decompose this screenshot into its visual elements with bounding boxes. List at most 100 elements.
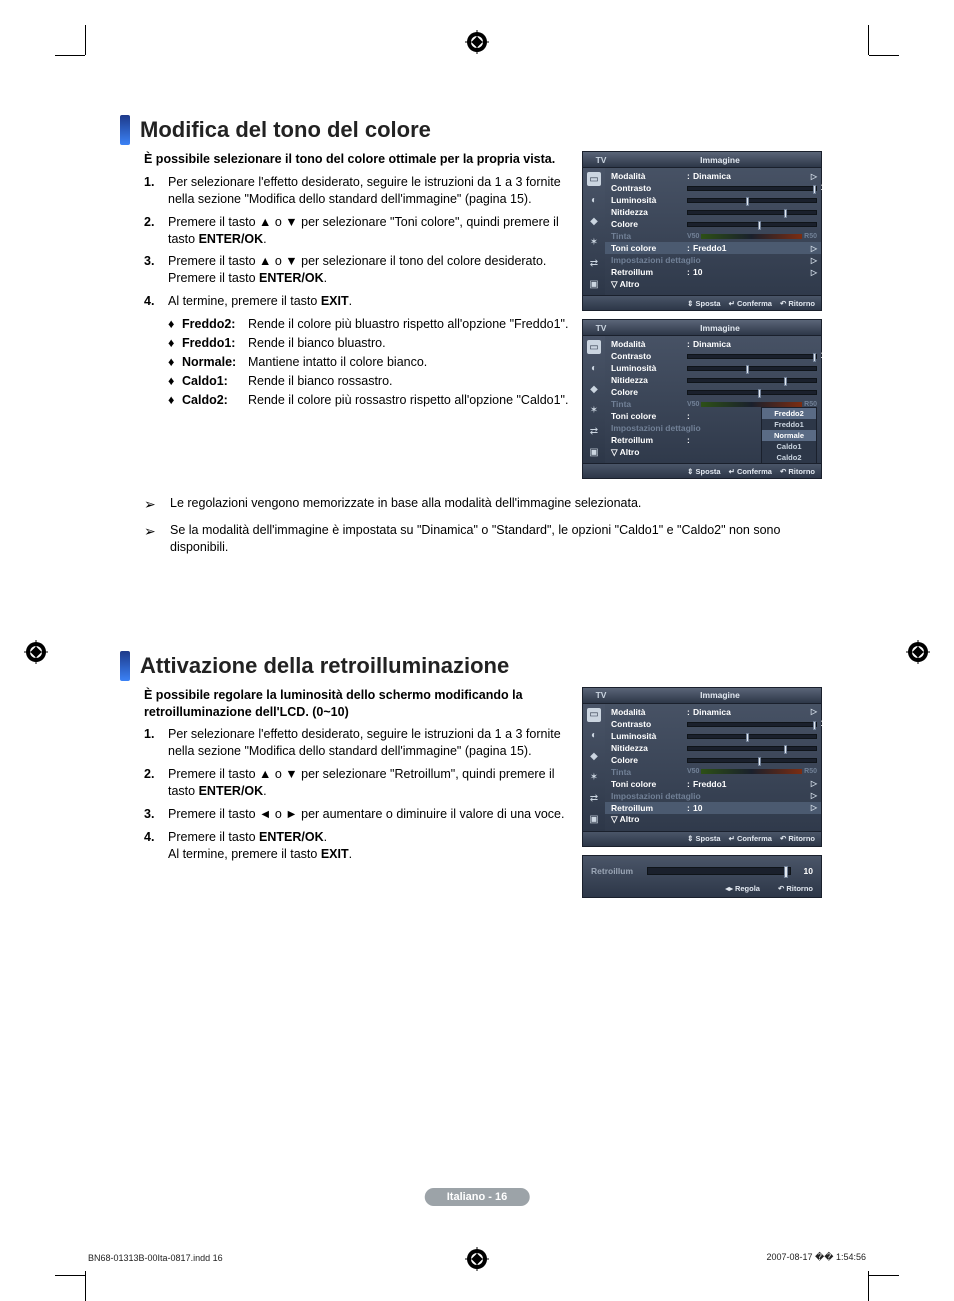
- osd-row-tinta: TintaV50R50: [611, 230, 817, 242]
- note-row: ➢Le regolazioni vengono memorizzate in b…: [144, 495, 834, 514]
- osd-key: ▽ Altro: [611, 814, 687, 825]
- dtv-icon: ▣: [587, 277, 601, 291]
- osd-slider-wrap: 100: [687, 353, 817, 359]
- step-text: Premere il tasto ▲ o ▼ per selezionare "…: [168, 767, 555, 798]
- osd-bar-footer: ◂▸ Regola ↶ Ritorno: [591, 884, 813, 893]
- sound-icon: ◐: [587, 361, 601, 375]
- slider-thumb: [746, 197, 749, 206]
- section1-notes: ➢Le regolazioni vengono memorizzate in b…: [120, 495, 834, 556]
- page-content: Modifica del tono del colore È possibile…: [120, 115, 834, 898]
- osd-slider-wrap: 75: [687, 745, 817, 751]
- osd-tv-label: TV: [583, 155, 619, 165]
- step-text: Premere il tasto ENTER/OK. Al termine, p…: [168, 830, 352, 861]
- osd-slider: 55: [687, 758, 817, 763]
- tinta-track: V50R50: [687, 769, 817, 775]
- osd-footer: ⇕ Sposta ↵ Conferma ↶ Ritorno: [583, 295, 821, 310]
- osd-key: Contrasto: [611, 183, 687, 193]
- note-text: Se la modalità dell'immagine è impostata…: [170, 522, 834, 556]
- option-row: ♦Caldo2:Rende il colore più rossastro ri…: [168, 392, 570, 409]
- step: Premere il tasto ◄ o ► per aumentare o d…: [144, 806, 570, 823]
- crop-bl-h: [55, 1275, 85, 1276]
- osd-bar-panel: Retroillum 10 ◂▸ Regola ↶ Ritorno: [582, 855, 822, 898]
- osd-key: Impostazioni dettaglio: [611, 791, 701, 801]
- chevron-right-icon: ▷: [807, 707, 817, 716]
- osd-slider-wrap: 55: [687, 389, 817, 395]
- osd-key: Colore: [611, 387, 687, 397]
- opt-label: Freddo1:: [182, 335, 248, 352]
- osd-key: Colore: [611, 219, 687, 229]
- crop-tr-h: [869, 55, 899, 56]
- osd-footer: ⇕ Sposta ↵ Conferma ↶ Ritorno: [583, 831, 821, 846]
- osd-key: Tinta: [611, 399, 687, 409]
- chevron-right-icon: ▷: [807, 172, 817, 181]
- step: Al termine, premere il tasto EXIT.: [144, 293, 570, 310]
- osd-key: Impostazioni dettaglio: [611, 423, 701, 433]
- channel-icon: ◆: [587, 214, 601, 228]
- osd-key: Colore: [611, 755, 687, 765]
- osd-bar-thumb: [784, 866, 788, 878]
- chevron-right-icon: ▷: [807, 244, 817, 253]
- osd-enter-label: Conferma: [737, 834, 772, 843]
- crop-tr-v: [868, 25, 869, 55]
- osd-icon-col: ▭ ◐ ◆ ✶ ⇄ ▣: [583, 336, 605, 463]
- osd-row: Nitidezza75: [611, 742, 817, 754]
- section1-body: È possibile selezionare il tono del colo…: [120, 151, 834, 487]
- osd-tv-label: TV: [583, 323, 619, 333]
- section2-right: TV Immagine ▭ ◐ ◆ ✶ ⇄ ▣ Modalità:Dinamic…: [582, 687, 822, 898]
- osd-header: TV Immagine: [583, 152, 821, 168]
- osd-key: Tinta: [611, 231, 687, 241]
- osd-row: Modalità:Dinamica▷: [611, 706, 817, 718]
- option-row: ♦Caldo1:Rende il bianco rossastro.: [168, 373, 570, 390]
- osd-dropdown: Freddo2 Freddo1 Normale Caldo1 Caldo2: [761, 407, 817, 464]
- bullet-icon: ♦: [168, 373, 182, 390]
- slider-num: 45: [818, 363, 834, 372]
- osd-slider-wrap: 45: [687, 733, 817, 739]
- osd-slider: 100: [687, 722, 817, 727]
- osd-body: ▭ ◐ ◆ ✶ ⇄ ▣ Modalità:Dinamica▷ Contrasto…: [583, 168, 821, 295]
- osd-val: 10: [693, 803, 807, 813]
- opt-desc: Rende il colore più rossastro rispetto a…: [248, 392, 570, 409]
- osd-key: Modalità: [611, 171, 687, 181]
- osd-header: TV Immagine: [583, 688, 821, 704]
- slider-num: 75: [818, 743, 834, 752]
- opt-desc: Rende il colore più bluastro rispetto al…: [248, 316, 570, 333]
- osd-return: ↶ Ritorno: [780, 834, 815, 843]
- osd-key: Modalità: [611, 707, 687, 717]
- osd-row: Colore55: [611, 386, 817, 398]
- osd-row: Impostazioni dettaglio▷: [611, 254, 817, 266]
- opt-label: Normale:: [182, 354, 248, 371]
- dropdown-item: Normale: [762, 430, 816, 441]
- bullet-icon: ♦: [168, 392, 182, 409]
- dropdown-item: Freddo2: [762, 408, 816, 419]
- slider-thumb: [784, 377, 787, 386]
- slider-thumb: [758, 389, 761, 398]
- osd-row: Contrasto100: [611, 350, 817, 362]
- sound-icon: ◐: [587, 729, 601, 743]
- osd-key: Toni colore: [611, 779, 687, 789]
- arrow-icon: ➢: [144, 495, 170, 514]
- osd-icon-col: ▭ ◐ ◆ ✶ ⇄ ▣: [583, 704, 605, 831]
- slider-thumb: [813, 721, 816, 730]
- osd-slider-wrap: 75: [687, 209, 817, 215]
- osd-row: Colore55: [611, 754, 817, 766]
- osd-slider: 75: [687, 746, 817, 751]
- osd-slider-wrap: 75: [687, 377, 817, 383]
- opt-label: Caldo1:: [182, 373, 248, 390]
- step: Per selezionare l'effetto desiderato, se…: [144, 174, 570, 208]
- slider-thumb: [758, 221, 761, 230]
- osd-tv-label: TV: [583, 690, 619, 700]
- osd-key: Luminosità: [611, 195, 687, 205]
- osd-key: Tinta: [611, 767, 687, 777]
- osd-slider: 55: [687, 222, 817, 227]
- osd-row: Nitidezza75: [611, 206, 817, 218]
- title-accent: [120, 651, 130, 681]
- reg-mark-top: [465, 30, 489, 54]
- dropdown-item: Caldo1: [762, 441, 816, 452]
- osd-row: ▽ Altro: [611, 278, 817, 290]
- tinta-right: R50: [804, 233, 817, 240]
- osd-slider: 100: [687, 354, 817, 359]
- slider-num: 100: [818, 183, 834, 192]
- crop-br-h: [869, 1275, 899, 1276]
- osd-row: Impostazioni dettaglio▷: [611, 790, 817, 802]
- opt-desc: Rende il bianco rossastro.: [248, 373, 570, 390]
